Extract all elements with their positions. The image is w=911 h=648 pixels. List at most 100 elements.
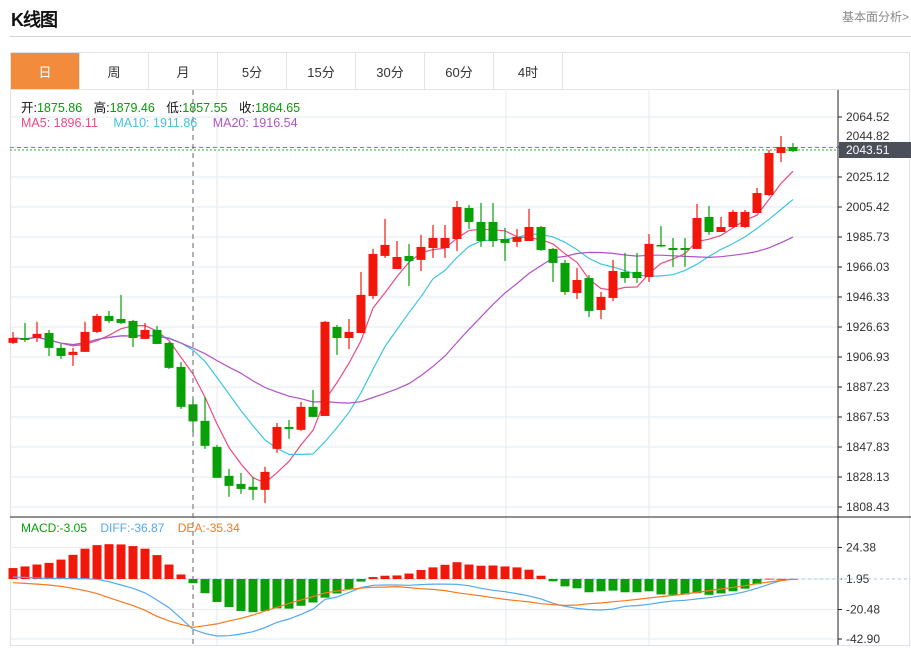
candle — [740, 209, 750, 228]
tab-15min[interactable]: 15分 — [287, 53, 356, 89]
candle-body — [584, 278, 594, 311]
candle-body — [404, 255, 414, 261]
macd-bar — [284, 579, 294, 609]
candle — [68, 347, 78, 366]
macd-bar — [188, 579, 198, 584]
tab-week[interactable]: 周 — [80, 53, 149, 89]
candle-body — [104, 315, 114, 321]
candle — [488, 202, 498, 247]
price-tick-label: 2064.52 — [846, 110, 890, 124]
candle — [680, 237, 690, 267]
candle — [200, 396, 210, 449]
candle — [716, 216, 726, 233]
candle-body — [260, 471, 270, 490]
price-tick-label: 1946.33 — [846, 290, 890, 304]
candle — [92, 313, 102, 333]
candle — [572, 267, 582, 300]
ma10-legend: MA10: 1911.86 — [113, 116, 198, 130]
dea-value: DEA:-35.34 — [177, 521, 240, 535]
macd-bar — [620, 579, 630, 593]
candle-body — [212, 446, 222, 478]
candle-body — [224, 475, 234, 486]
macd-bar — [332, 579, 342, 594]
candle — [104, 310, 114, 323]
candle — [368, 248, 378, 300]
candle — [140, 322, 150, 339]
candle-body — [248, 486, 258, 490]
candle — [632, 252, 642, 283]
candle-body — [20, 338, 30, 340]
candle-body — [344, 331, 354, 339]
candle — [80, 321, 90, 352]
candle — [584, 274, 594, 317]
last-price-badge — [839, 141, 911, 158]
close-value: 1864.65 — [254, 101, 301, 115]
tab-day[interactable]: 日 — [11, 53, 80, 89]
candle-body — [152, 329, 162, 344]
macd-value: MACD:-3.05 — [21, 521, 88, 535]
candle — [284, 419, 294, 439]
diff-value: DIFF:-36.87 — [100, 521, 165, 535]
price-tick-label: 1847.83 — [846, 440, 890, 454]
candle-body — [512, 236, 522, 242]
macd-bar — [464, 564, 474, 579]
price-tick-label: 2005.42 — [846, 200, 890, 214]
candle — [536, 225, 546, 251]
candle — [452, 200, 462, 251]
candle — [32, 321, 42, 342]
tab-60min[interactable]: 60分 — [425, 53, 494, 89]
macd-bar — [584, 579, 594, 593]
period-tabs: 日 周 月 5分 15分 30分 60分 4时 — [11, 53, 563, 89]
tab-4hour[interactable]: 4时 — [494, 53, 563, 89]
tab-month[interactable]: 月 — [149, 53, 218, 89]
candle-body — [476, 221, 486, 241]
candle-body — [692, 217, 702, 249]
candle — [308, 389, 318, 417]
candle-body — [68, 351, 78, 355]
fundamental-analysis-link[interactable]: 基本面分析> — [841, 10, 909, 24]
candle — [8, 331, 18, 344]
macd-bar — [56, 559, 66, 579]
macd-bar — [428, 567, 438, 579]
candle-body — [740, 211, 750, 227]
macd-bar — [716, 579, 726, 594]
macd-bar — [44, 562, 54, 579]
candle — [164, 341, 174, 369]
tab-5min[interactable]: 5分 — [218, 53, 287, 89]
candle-body — [368, 253, 378, 296]
macd-bar — [560, 579, 570, 587]
macd-bar — [368, 577, 378, 579]
low-value: 1857.55 — [182, 101, 228, 115]
candle-body — [776, 147, 786, 153]
ma20-legend: MA20: 1916.54 — [212, 116, 298, 130]
macd-bar — [92, 545, 102, 579]
price-tick-label: 1926.63 — [846, 320, 890, 334]
candle-body — [728, 211, 738, 227]
macd-bar — [740, 579, 750, 589]
open-value: 1875.86 — [36, 101, 83, 115]
candle — [152, 325, 162, 344]
low-label: 低: — [166, 101, 183, 115]
candle — [260, 466, 270, 503]
macd-bar — [152, 555, 162, 579]
macd-bar — [524, 569, 534, 579]
tab-30min[interactable]: 30分 — [356, 53, 425, 89]
ma-legend: MA5: 1896.11 MA10: 1911.86 MA20: 1916.54 — [21, 116, 301, 130]
price-tick-label: 1906.93 — [846, 350, 890, 364]
candle — [296, 401, 306, 431]
macd-bar — [356, 579, 366, 582]
candle — [656, 225, 666, 247]
candle — [752, 187, 762, 213]
candle — [116, 294, 126, 324]
price-tick-label: 2025.12 — [846, 170, 890, 184]
macd-bar — [80, 548, 90, 579]
macd-bar — [404, 573, 414, 579]
candle-body — [500, 239, 510, 243]
macd-bar — [644, 579, 654, 592]
candle — [332, 324, 342, 355]
macd-bar — [32, 564, 42, 579]
macd-bar — [344, 579, 354, 589]
macd-bar — [668, 579, 678, 595]
dea-line — [12, 578, 794, 628]
